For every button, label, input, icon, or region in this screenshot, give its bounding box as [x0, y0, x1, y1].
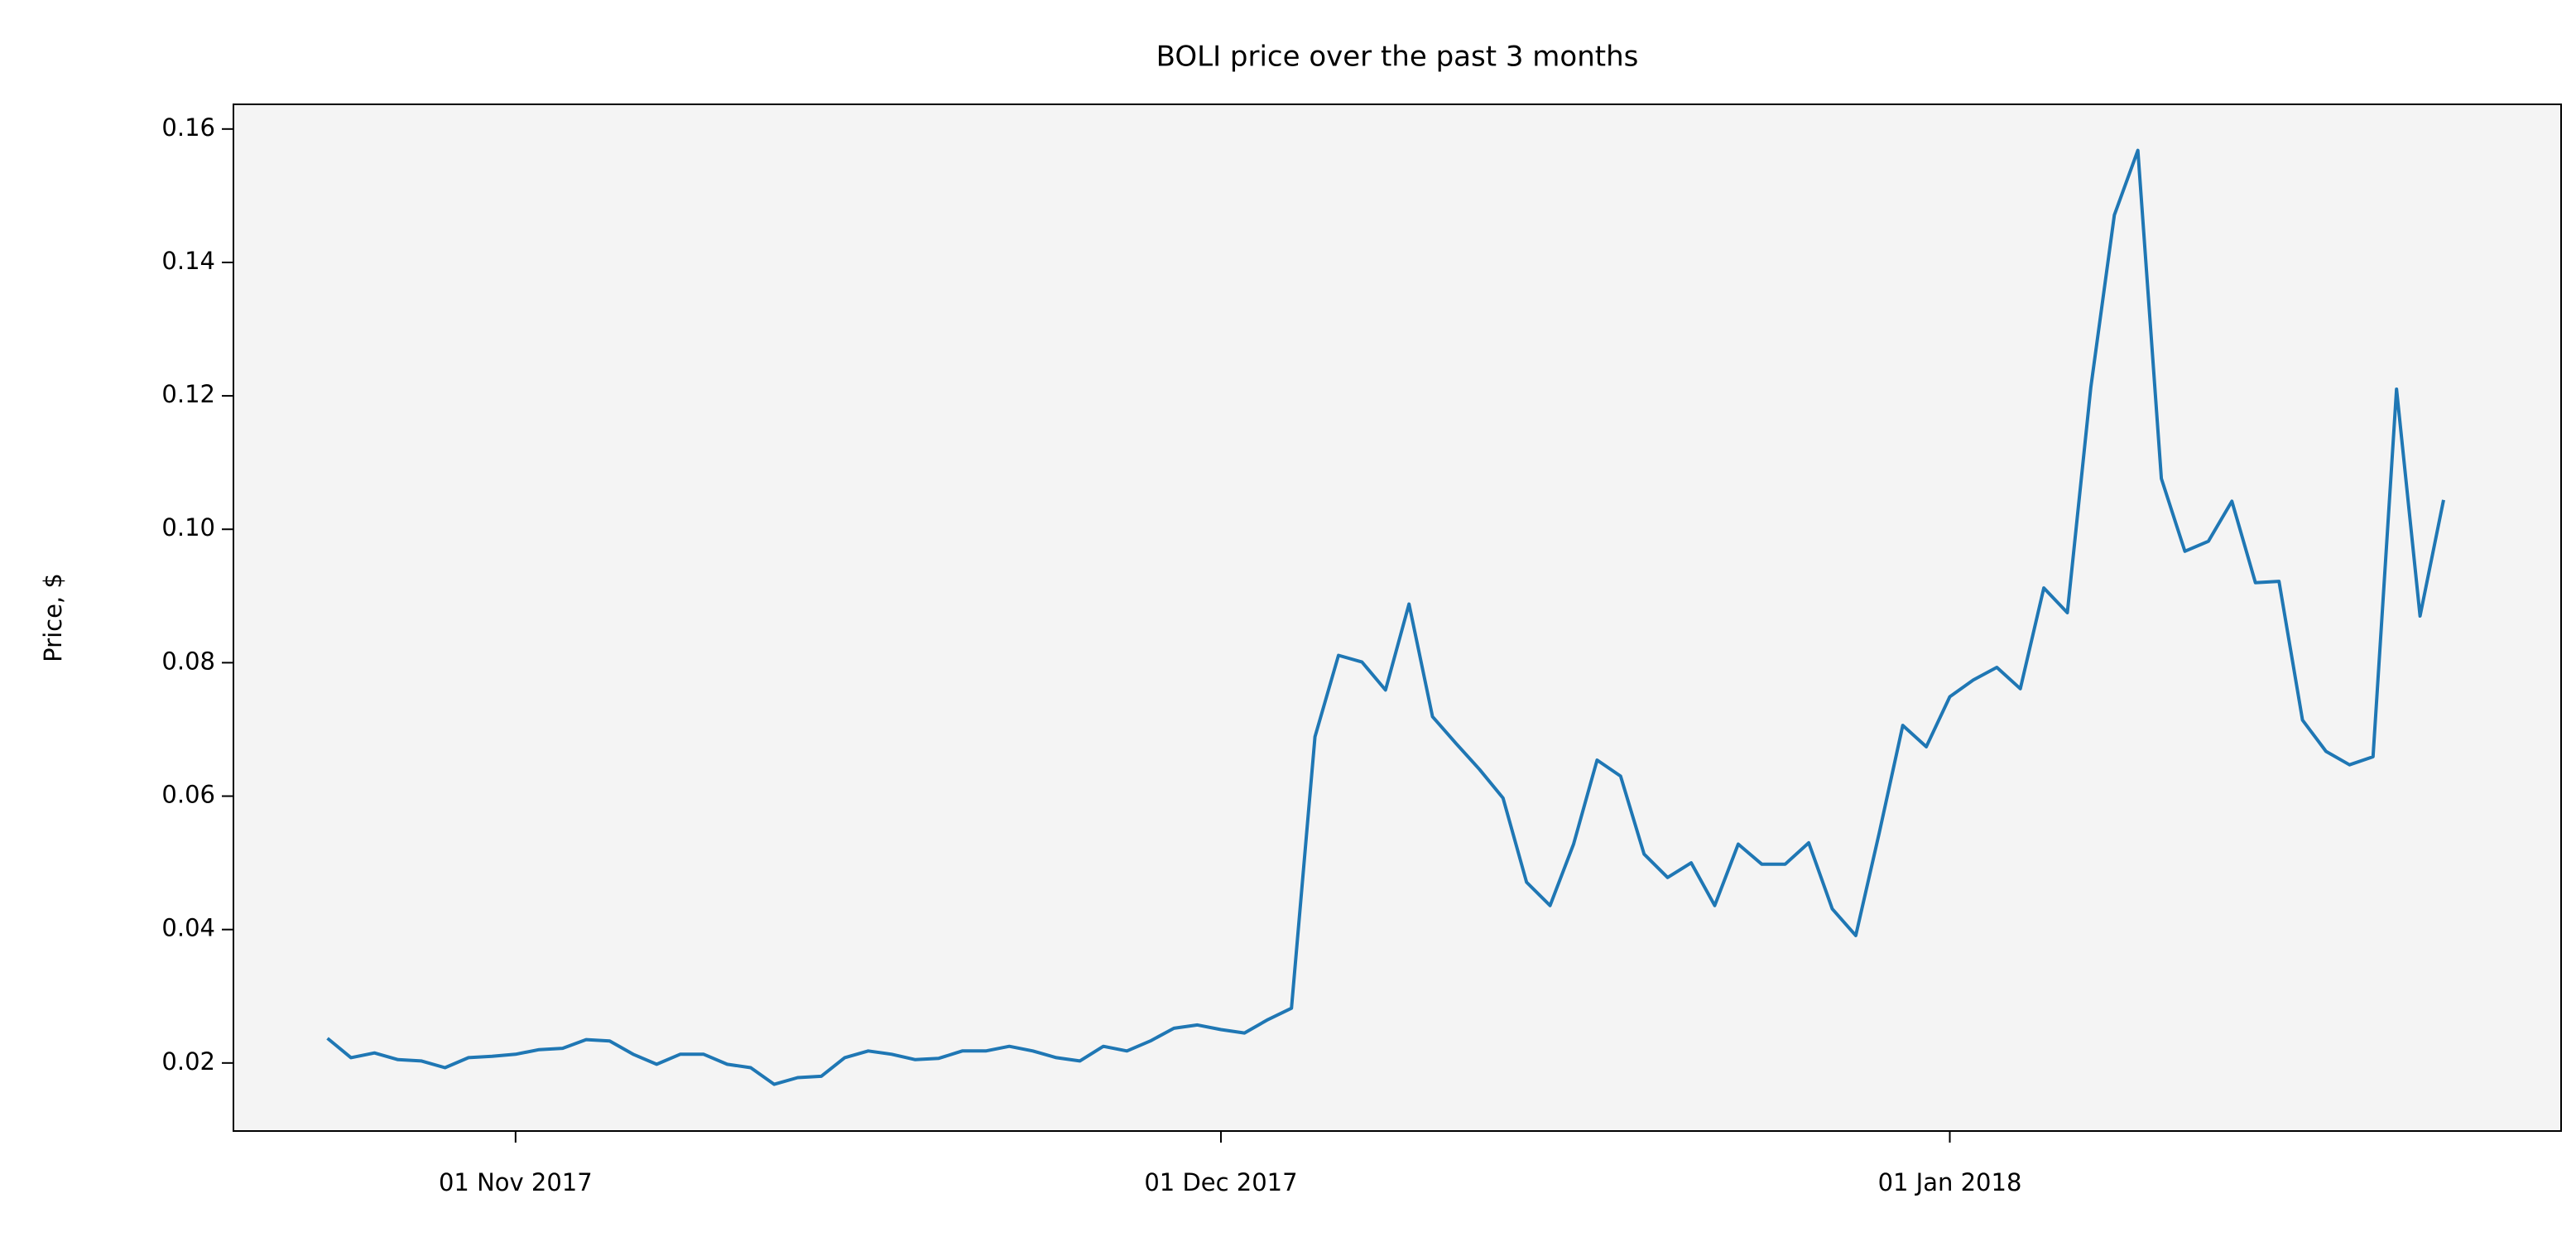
- y-tick-label: 0.16: [161, 113, 215, 142]
- y-tick-label: 0.06: [161, 781, 215, 809]
- y-axis-label: Price, $: [39, 573, 67, 662]
- x-tick-label: 01 Jan 2018: [1878, 1168, 2022, 1196]
- x-tick-label: 01 Dec 2017: [1144, 1168, 1297, 1196]
- y-tick-label: 0.14: [161, 247, 215, 275]
- price-line: [326, 148, 2445, 1086]
- y-tick-label: 0.12: [161, 380, 215, 408]
- y-tick-label: 0.04: [161, 914, 215, 942]
- y-tick-label: 0.10: [161, 513, 215, 541]
- chart-title: BOLI price over the past 3 months: [1156, 41, 1639, 74]
- x-tick-label: 01 Nov 2017: [439, 1168, 593, 1196]
- axes-frame: [233, 103, 2562, 1132]
- y-tick-label: 0.02: [161, 1047, 215, 1076]
- plot-area: [233, 104, 2561, 1131]
- y-tick-label: 0.08: [161, 647, 215, 675]
